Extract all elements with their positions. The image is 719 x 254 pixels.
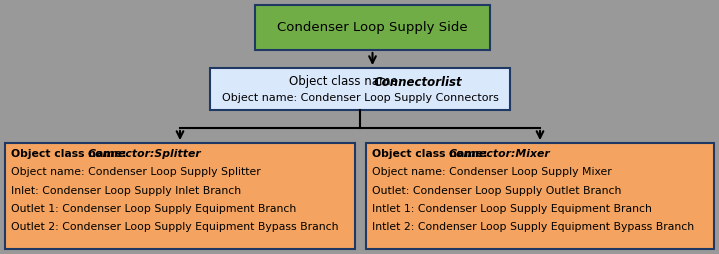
Bar <box>366 143 714 249</box>
Text: Connector:Splitter: Connector:Splitter <box>88 149 202 159</box>
Text: Inlet: Condenser Loop Supply Inlet Branch: Inlet: Condenser Loop Supply Inlet Branc… <box>11 185 241 196</box>
Text: Outlet 2: Condenser Loop Supply Equipment Bypass Branch: Outlet 2: Condenser Loop Supply Equipmen… <box>11 222 339 232</box>
Text: Object name: Condenser Loop Supply Splitter: Object name: Condenser Loop Supply Split… <box>11 167 261 177</box>
Text: Intlet 1: Condenser Loop Supply Equipment Branch: Intlet 1: Condenser Loop Supply Equipmen… <box>372 204 652 214</box>
Text: Connector:Mixer: Connector:Mixer <box>449 149 551 159</box>
Text: Object name: Condenser Loop Supply Connectors: Object name: Condenser Loop Supply Conne… <box>221 93 498 103</box>
Text: Object name: Condenser Loop Supply Mixer: Object name: Condenser Loop Supply Mixer <box>372 167 612 177</box>
Text: Intlet 2: Condenser Loop Supply Equipment Bypass Branch: Intlet 2: Condenser Loop Supply Equipmen… <box>372 222 694 232</box>
Bar <box>5 143 355 249</box>
Bar <box>210 68 510 110</box>
Text: Condenser Loop Supply Side: Condenser Loop Supply Side <box>278 21 468 34</box>
Text: Outlet: Condenser Loop Supply Outlet Branch: Outlet: Condenser Loop Supply Outlet Bra… <box>372 185 621 196</box>
Text: Object class name:: Object class name: <box>372 149 491 159</box>
Text: Outlet 1: Condenser Loop Supply Equipment Branch: Outlet 1: Condenser Loop Supply Equipmen… <box>11 204 296 214</box>
Text: Object class name:: Object class name: <box>289 75 406 88</box>
Bar <box>255 5 490 50</box>
Text: Connectorlist: Connectorlist <box>373 75 462 88</box>
Text: Object class name:: Object class name: <box>11 149 130 159</box>
